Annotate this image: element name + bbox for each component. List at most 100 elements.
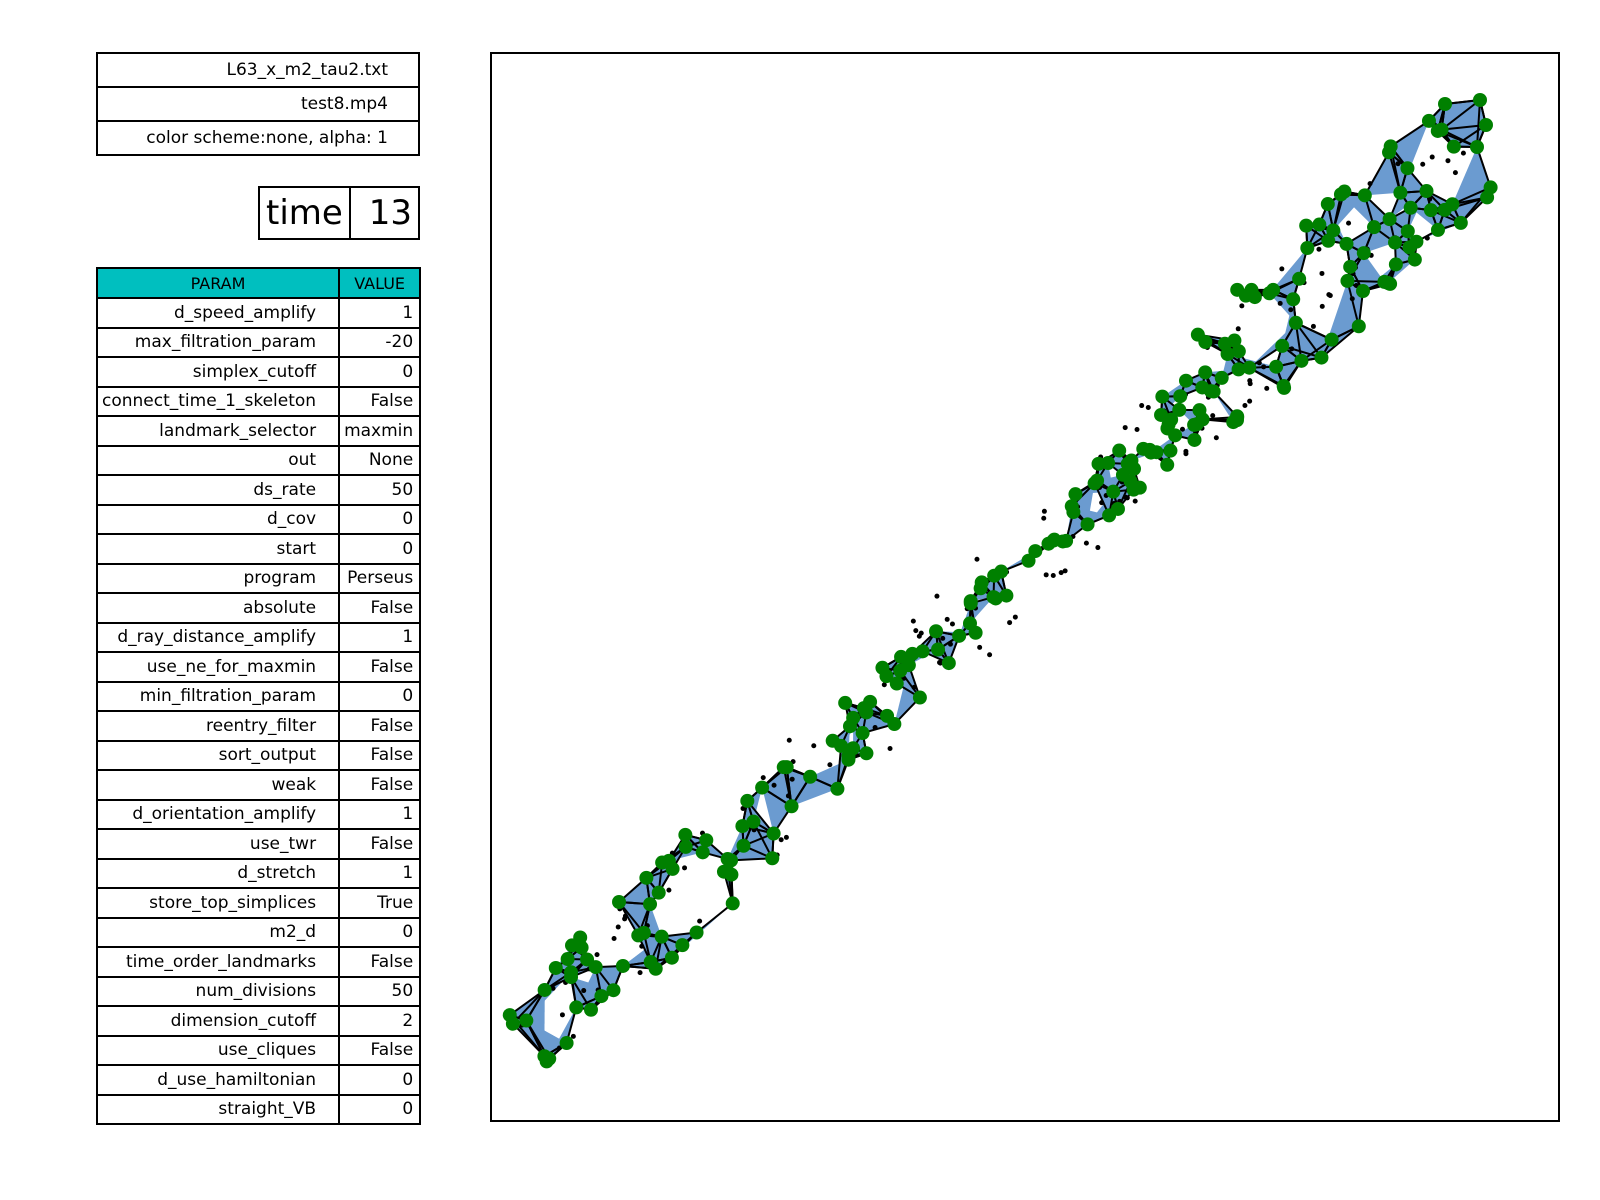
witness-point xyxy=(1316,246,1322,252)
simplex-edge xyxy=(1476,146,1492,188)
landmark-points xyxy=(502,93,1498,1069)
param-row: simplex_cutoff 0 xyxy=(95,356,422,388)
param-row: connect_time_1_skeleton False xyxy=(95,385,422,417)
param-name: absolute xyxy=(95,592,341,624)
param-row: d_use_hamiltonian 0 xyxy=(95,1064,422,1096)
landmark-point xyxy=(1402,240,1417,255)
param-name: use_cliques xyxy=(95,1034,341,1066)
witness-point xyxy=(1213,435,1219,441)
param-name: out xyxy=(95,444,341,476)
info-color-scheme: color scheme:none, alpha: 1 xyxy=(96,120,420,156)
param-name: start xyxy=(95,533,341,565)
landmark-point xyxy=(1160,457,1175,472)
landmark-point xyxy=(987,568,1002,583)
landmark-point xyxy=(1120,456,1135,471)
simplex-edge xyxy=(836,745,843,789)
witness-point xyxy=(1247,381,1253,387)
landmark-point xyxy=(594,989,609,1004)
landmark-point xyxy=(1059,533,1074,548)
landmark-point xyxy=(1339,236,1354,251)
landmark-point xyxy=(1173,389,1188,404)
landmark-point xyxy=(1480,190,1495,205)
param-name: d_orientation_amplify xyxy=(95,798,341,830)
witness-point xyxy=(1420,161,1426,167)
landmark-point xyxy=(1367,220,1382,235)
param-row: min_filtration_param 0 xyxy=(95,680,422,712)
witness-point xyxy=(1183,451,1189,457)
landmark-point xyxy=(740,793,755,808)
witness-point xyxy=(1210,413,1216,419)
landmark-point xyxy=(1400,224,1415,239)
witness-point xyxy=(697,918,703,924)
param-value: 0 xyxy=(338,533,422,565)
param-row: use_twr False xyxy=(95,828,422,860)
landmark-point xyxy=(505,1016,520,1031)
witness-point xyxy=(611,936,617,942)
witness-point xyxy=(1327,293,1333,299)
landmark-point xyxy=(537,982,552,997)
landmark-point xyxy=(643,897,658,912)
param-row: weak False xyxy=(95,769,422,801)
witness-point xyxy=(778,837,784,843)
landmark-point xyxy=(1028,544,1043,559)
landmark-point xyxy=(1192,403,1207,418)
witness-point xyxy=(1145,405,1151,411)
time-value: 13 xyxy=(348,186,421,240)
param-row: d_stretch 1 xyxy=(95,857,422,889)
landmark-point xyxy=(1064,499,1079,514)
witness-point xyxy=(1239,303,1245,309)
landmark-point xyxy=(1112,443,1127,458)
witness-point xyxy=(949,621,955,627)
param-value: 0 xyxy=(338,916,422,948)
plot-frame xyxy=(490,52,1560,1122)
landmark-point xyxy=(1388,257,1403,272)
landmark-point xyxy=(1340,273,1355,288)
landmark-point xyxy=(986,590,1001,605)
param-row: d_orientation_amplify 1 xyxy=(95,798,422,830)
param-row: m2_d 0 xyxy=(95,916,422,948)
landmark-point xyxy=(1231,362,1246,377)
param-name: num_divisions xyxy=(95,975,341,1007)
complex-plot xyxy=(490,52,1560,1122)
landmark-point xyxy=(615,958,630,973)
witness-point xyxy=(1288,307,1294,313)
landmark-point xyxy=(1110,501,1125,516)
landmark-point xyxy=(952,628,967,643)
witness-point xyxy=(622,916,628,922)
landmark-point xyxy=(1189,417,1204,432)
param-name: m2_d xyxy=(95,916,341,948)
witness-point xyxy=(786,737,792,743)
param-value: False xyxy=(338,592,422,624)
simplex-edge xyxy=(509,989,546,1016)
landmark-point xyxy=(1106,484,1121,499)
param-row: num_divisions 50 xyxy=(95,975,422,1007)
info-table: L63_x_m2_tau2.txt test8.mp4 color scheme… xyxy=(96,52,420,156)
landmark-point xyxy=(1299,218,1314,233)
landmark-point xyxy=(1187,432,1202,447)
landmark-point xyxy=(689,925,704,940)
landmark-point xyxy=(678,839,693,854)
landmark-point xyxy=(1453,215,1468,230)
witness-point xyxy=(1041,515,1047,521)
witness-point xyxy=(783,834,789,840)
landmark-point xyxy=(1198,365,1213,380)
landmark-point xyxy=(765,851,780,866)
landmark-point xyxy=(1286,292,1301,307)
landmark-point xyxy=(1172,402,1187,417)
landmark-point xyxy=(564,965,579,980)
landmark-point xyxy=(612,894,627,909)
landmark-point xyxy=(803,769,818,784)
param-value: None xyxy=(338,444,422,476)
param-value: False xyxy=(338,946,422,978)
param-name: reentry_filter xyxy=(95,710,341,742)
witness-point xyxy=(594,952,600,958)
landmark-point xyxy=(755,780,770,795)
param-value: 0 xyxy=(338,680,422,712)
param-value: 50 xyxy=(338,975,422,1007)
landmark-point xyxy=(1382,212,1397,227)
param-value: 2 xyxy=(338,1005,422,1037)
param-value: False xyxy=(338,1034,422,1066)
simplex-face xyxy=(762,787,792,834)
landmark-point xyxy=(735,819,750,834)
witness-point xyxy=(1012,614,1018,620)
